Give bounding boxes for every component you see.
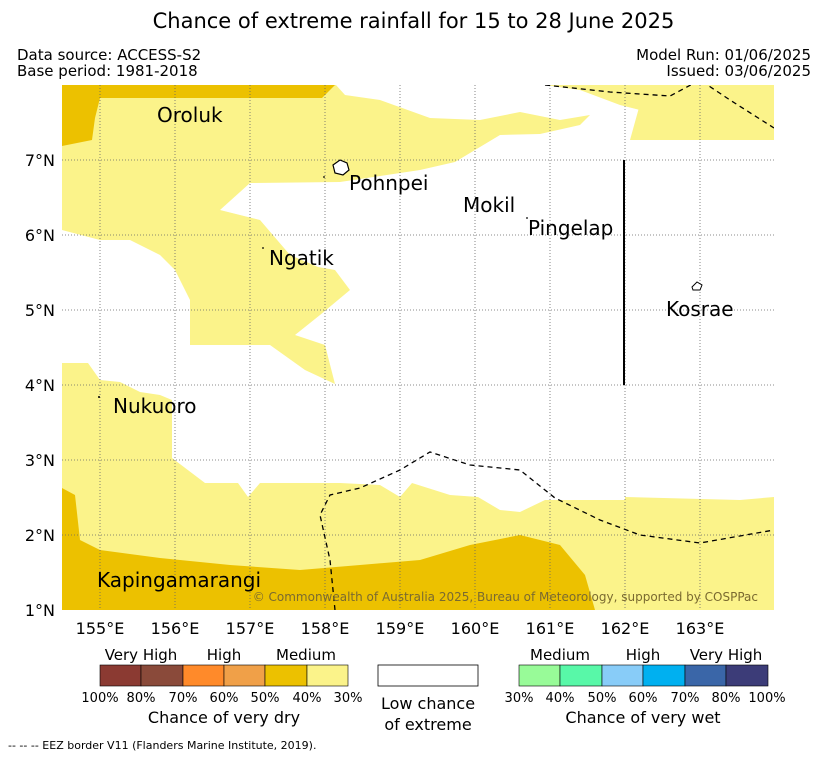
- dry-swatch: [306, 664, 349, 687]
- place-pohnpei: Pohnpei: [349, 171, 429, 195]
- legend-wet-very-high: Very High: [690, 646, 763, 664]
- x-tick: 158°E: [301, 619, 350, 638]
- wet-swatch: [642, 664, 686, 687]
- place-mokil: Mokil: [463, 193, 515, 217]
- x-tick: 157°E: [226, 619, 275, 638]
- eez-borders: [319, 85, 774, 610]
- x-tick: 155°E: [76, 619, 125, 638]
- y-tick: 6°N: [25, 226, 55, 245]
- legend-dry: Very High High Medium 100% 80% 70% 60% 5…: [81, 646, 362, 727]
- dry-swatch: [140, 664, 184, 687]
- wet-swatch: [601, 664, 644, 687]
- x-tick: 160°E: [451, 619, 500, 638]
- x-tick: 156°E: [151, 619, 200, 638]
- model-run: Model Run: 01/06/2025: [636, 46, 811, 64]
- dry-scale-label: 70%: [169, 691, 198, 706]
- wet-scale-label: 50%: [588, 691, 617, 706]
- place-ngatik: Ngatik: [269, 246, 334, 270]
- nukuoro-dot: [98, 396, 100, 398]
- legend-dry-high: High: [207, 646, 241, 664]
- low-chance-label-2: of extreme: [384, 715, 471, 734]
- legend-dry-title: Chance of very dry: [148, 708, 300, 727]
- x-tick: 161°E: [526, 619, 575, 638]
- dry-swatch: [99, 664, 142, 687]
- y-tick: 7°N: [25, 151, 55, 170]
- map-panel: [62, 85, 774, 610]
- map-title: Chance of extreme rainfall for 15 to 28 …: [152, 9, 675, 33]
- meta-right: Model Run: 01/06/2025 Issued: 03/06/2025: [636, 47, 811, 79]
- low-chance-area: [62, 85, 774, 512]
- eez-footnote: -- -- -- EEZ border V11 (Flanders Marine…: [8, 739, 317, 752]
- x-tick: 159°E: [376, 619, 425, 638]
- wet-swatch: [684, 664, 727, 687]
- place-kosrae: Kosrae: [666, 297, 734, 321]
- pohnpei-island: [332, 159, 350, 176]
- dry-scale-label: 40%: [293, 691, 322, 706]
- kosrae-island: [691, 281, 703, 291]
- y-tick: 4°N: [25, 376, 55, 395]
- low-chance-swatch: [377, 664, 479, 687]
- dry-swatch: [264, 664, 308, 687]
- place-kapingamarangi: Kapingamarangi: [97, 568, 261, 592]
- dry-scale-label: 100%: [81, 691, 118, 706]
- low-chance-label-1: Low chance: [381, 694, 475, 713]
- dry-scale-label: 80%: [127, 691, 156, 706]
- y-tick: 2°N: [25, 526, 55, 545]
- copyright-text: © Commonwealth of Australia 2025, Bureau…: [253, 590, 758, 604]
- wet-scale-label: 100%: [748, 691, 785, 706]
- legend-low: Low chance of extreme: [377, 664, 479, 734]
- wet-scale-label: 40%: [546, 691, 575, 706]
- place-pingelap: Pingelap: [528, 216, 613, 240]
- legend-wet-high: High: [626, 646, 660, 664]
- dry-scale-label: 30%: [334, 691, 363, 706]
- dry-scale-label: 50%: [251, 691, 280, 706]
- medium-dry-40-50-area-south: [62, 488, 595, 610]
- legend-dry-medium: Medium: [276, 646, 336, 664]
- ngatik-dot: [262, 247, 264, 249]
- x-tick: 162°E: [601, 619, 650, 638]
- y-tick: 3°N: [25, 451, 55, 470]
- wet-scale-label: 80%: [712, 691, 741, 706]
- wet-scale-label: 60%: [629, 691, 658, 706]
- dry-swatch: [182, 664, 225, 687]
- y-tick: 1°N: [25, 601, 55, 620]
- dry-swatch: [223, 664, 266, 687]
- meta-left: Data source: ACCESS-S2 Base period: 1981…: [17, 47, 201, 79]
- place-oroluk: Oroluk: [157, 103, 223, 127]
- place-nukuoro: Nukuoro: [113, 394, 197, 418]
- issued-date: Issued: 03/06/2025: [666, 62, 811, 80]
- island-dot: [323, 176, 325, 178]
- wet-swatch: [518, 664, 561, 687]
- legend-wet: Medium High Very High 30% 40% 50% 60% 70…: [505, 646, 786, 727]
- dry-scale-label: 60%: [210, 691, 239, 706]
- wet-swatch: [725, 664, 769, 687]
- data-source: Data source: ACCESS-S2: [17, 46, 202, 64]
- y-axis-ticks: 1°N 2°N 3°N 4°N 5°N 6°N 7°N: [25, 151, 55, 620]
- pingelap-dot: [526, 217, 528, 219]
- wet-swatch: [559, 664, 603, 687]
- legend-wet-title: Chance of very wet: [565, 708, 720, 727]
- y-tick: 5°N: [25, 301, 55, 320]
- wet-scale-label: 30%: [505, 691, 534, 706]
- legend-dry-very-high: Very High: [105, 646, 178, 664]
- x-axis-ticks: 155°E 156°E 157°E 158°E 159°E 160°E 161°…: [76, 619, 725, 638]
- medium-dry-40-50-area-north: [62, 85, 335, 146]
- medium-dry-30-40-patch: [580, 88, 660, 140]
- x-tick: 163°E: [676, 619, 725, 638]
- base-period: Base period: 1981-2018: [17, 62, 198, 80]
- legend-wet-medium: Medium: [530, 646, 590, 664]
- wet-scale-label: 70%: [671, 691, 700, 706]
